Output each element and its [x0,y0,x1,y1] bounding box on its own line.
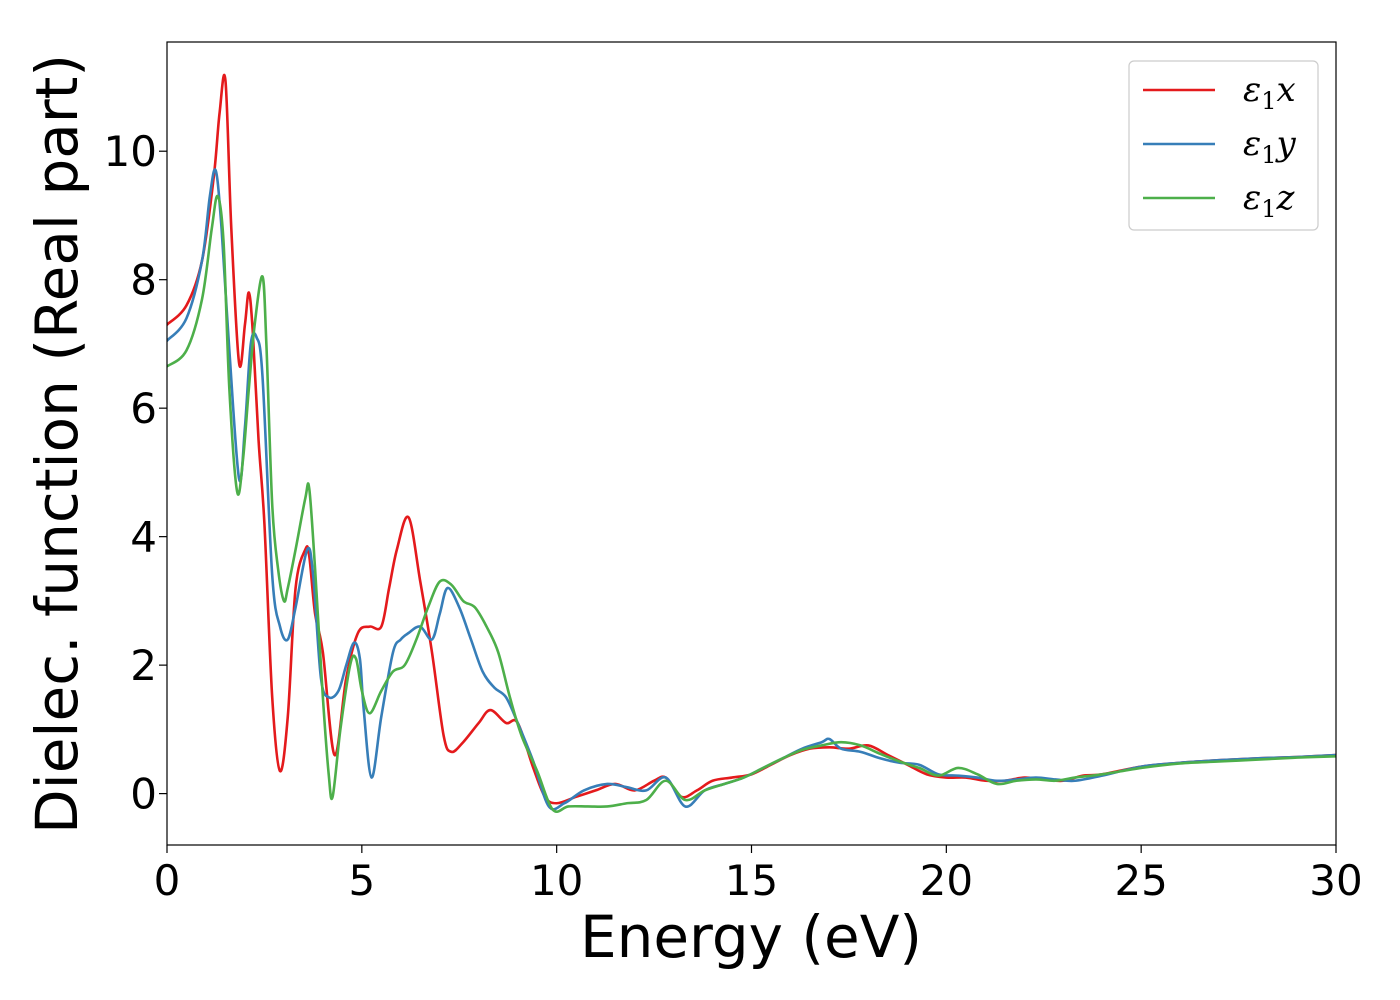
legend-items: ε1x ε1y ε1z [1143,70,1297,223]
x-axis-ticks: 0 5 10 15 20 25 30 [154,845,1363,905]
legend: ε1x ε1y ε1z [1128,60,1319,231]
y-tick-label: 6 [130,384,157,433]
y-axis-ticks: 0 2 4 6 8 10 [104,127,167,819]
legend-label-y: ε1y [1243,124,1297,169]
x-tick-label: 10 [530,856,583,905]
y-tick-label: 4 [130,513,157,562]
x-tick-label: 20 [920,856,973,905]
series-line-y [167,168,1336,811]
legend-frame [1128,60,1319,231]
y-tick-label: 0 [130,770,157,819]
x-tick-label: 30 [1309,856,1362,905]
series-layer [167,73,1336,814]
legend-label-x: ε1x [1243,70,1296,115]
y-tick-label: 2 [130,641,157,690]
y-axis-title: Dielec. function (Real part) [23,54,91,834]
x-tick-label: 0 [154,856,181,905]
y-tick-label: 10 [104,127,157,176]
x-tick-label: 15 [725,856,778,905]
legend-label-z: ε1z [1243,178,1296,223]
x-tick-label: 5 [348,856,375,905]
y-tick-label: 8 [130,256,157,305]
x-tick-label: 25 [1114,856,1167,905]
series-line-z [167,194,1336,814]
x-axis-title: Energy (eV) [580,903,922,971]
